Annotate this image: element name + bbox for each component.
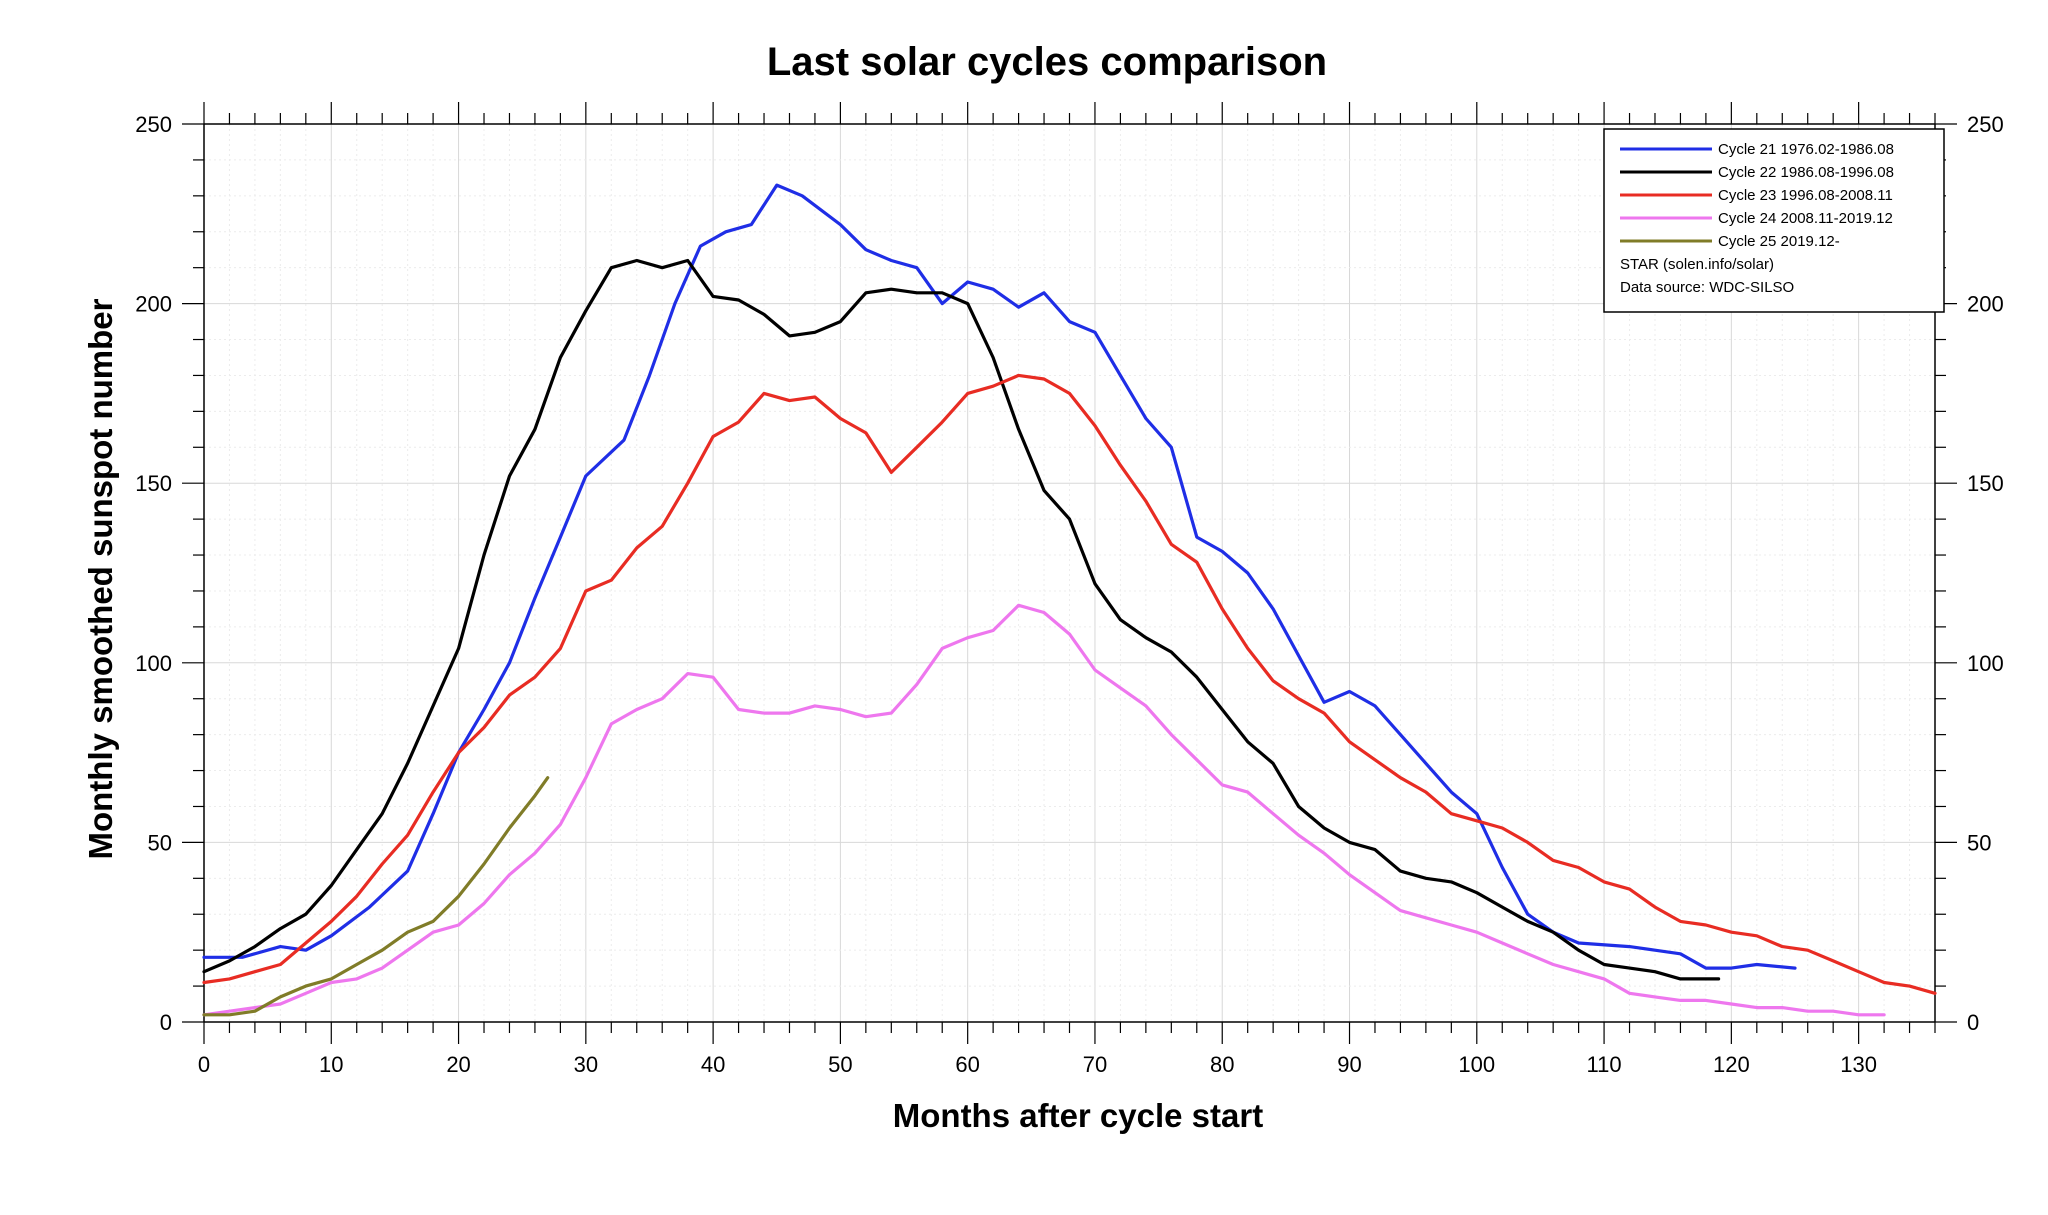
y-tick-label: 0: [160, 1010, 172, 1035]
series-line-cycle-24: [202, 603, 1886, 1017]
x-tick-label: 20: [446, 1052, 470, 1077]
y-tick-label-right: 200: [1967, 292, 2004, 317]
legend-note: Data source: WDC-SILSO: [1620, 279, 1794, 296]
series-line-cycle-23: [202, 373, 1937, 995]
x-tick-label: 60: [955, 1052, 979, 1077]
x-tick-label: 0: [198, 1052, 210, 1077]
series-lines: [202, 183, 1937, 1017]
y-tick-label: 50: [148, 830, 172, 855]
chart-title: Last solar cycles comparison: [767, 40, 1327, 84]
x-axis-label: Months after cycle start: [893, 1097, 1263, 1134]
legend-entry: Cycle 24 2008.11-2019.12: [1718, 210, 1893, 227]
series-line-cycle-22: [202, 258, 1721, 981]
x-tick-label: 120: [1713, 1052, 1750, 1077]
y-tick-label-right: 0: [1967, 1010, 1979, 1035]
x-tick-label: 130: [1840, 1052, 1877, 1077]
y-tick-label-right: 100: [1967, 651, 2004, 676]
y-tick-label: 250: [135, 112, 172, 137]
x-tick-label: 110: [1587, 1052, 1622, 1077]
x-tick-label: 90: [1337, 1052, 1361, 1077]
legend: Cycle 21 1976.02-1986.08 Cycle 22 1986.08…: [1603, 128, 1945, 313]
legend-entry: Cycle 25 2019.12-: [1718, 233, 1840, 250]
legend-entry: Cycle 21 1976.02-1986.08: [1718, 141, 1894, 158]
legend-box: [1603, 128, 1945, 313]
x-tick-label: 50: [828, 1052, 852, 1077]
x-tick-label: 30: [574, 1052, 598, 1077]
y-tick-label: 200: [135, 292, 172, 317]
y-tick-label-right: 50: [1967, 830, 1991, 855]
legend-entry: Cycle 22 1986.08-1996.08: [1718, 164, 1894, 181]
x-tick-label: 100: [1458, 1052, 1495, 1077]
y-tick-label-right: 250: [1967, 112, 2004, 137]
legend-note: STAR (solen.info/solar): [1620, 256, 1774, 273]
series-line-cycle-21: [202, 183, 1797, 970]
y-tick-label: 100: [135, 651, 172, 676]
series-line-cycle-25: [202, 776, 550, 1017]
x-tick-label: 40: [701, 1052, 725, 1077]
x-tick-label: 70: [1083, 1052, 1107, 1077]
y-tick-label-right: 150: [1967, 471, 2004, 496]
y-axis-label: Monthly smoothed sunspot number: [82, 298, 119, 859]
x-tick-label: 10: [319, 1052, 343, 1077]
legend-entry: Cycle 23 1996.08-2008.11: [1718, 187, 1893, 204]
axes: 0 10 20 30 40 50 60 70 80 90 100 110 120 130 0 50 100 150…: [135, 102, 2004, 1077]
x-tick-label: 80: [1210, 1052, 1234, 1077]
y-tick-label: 150: [135, 471, 172, 496]
